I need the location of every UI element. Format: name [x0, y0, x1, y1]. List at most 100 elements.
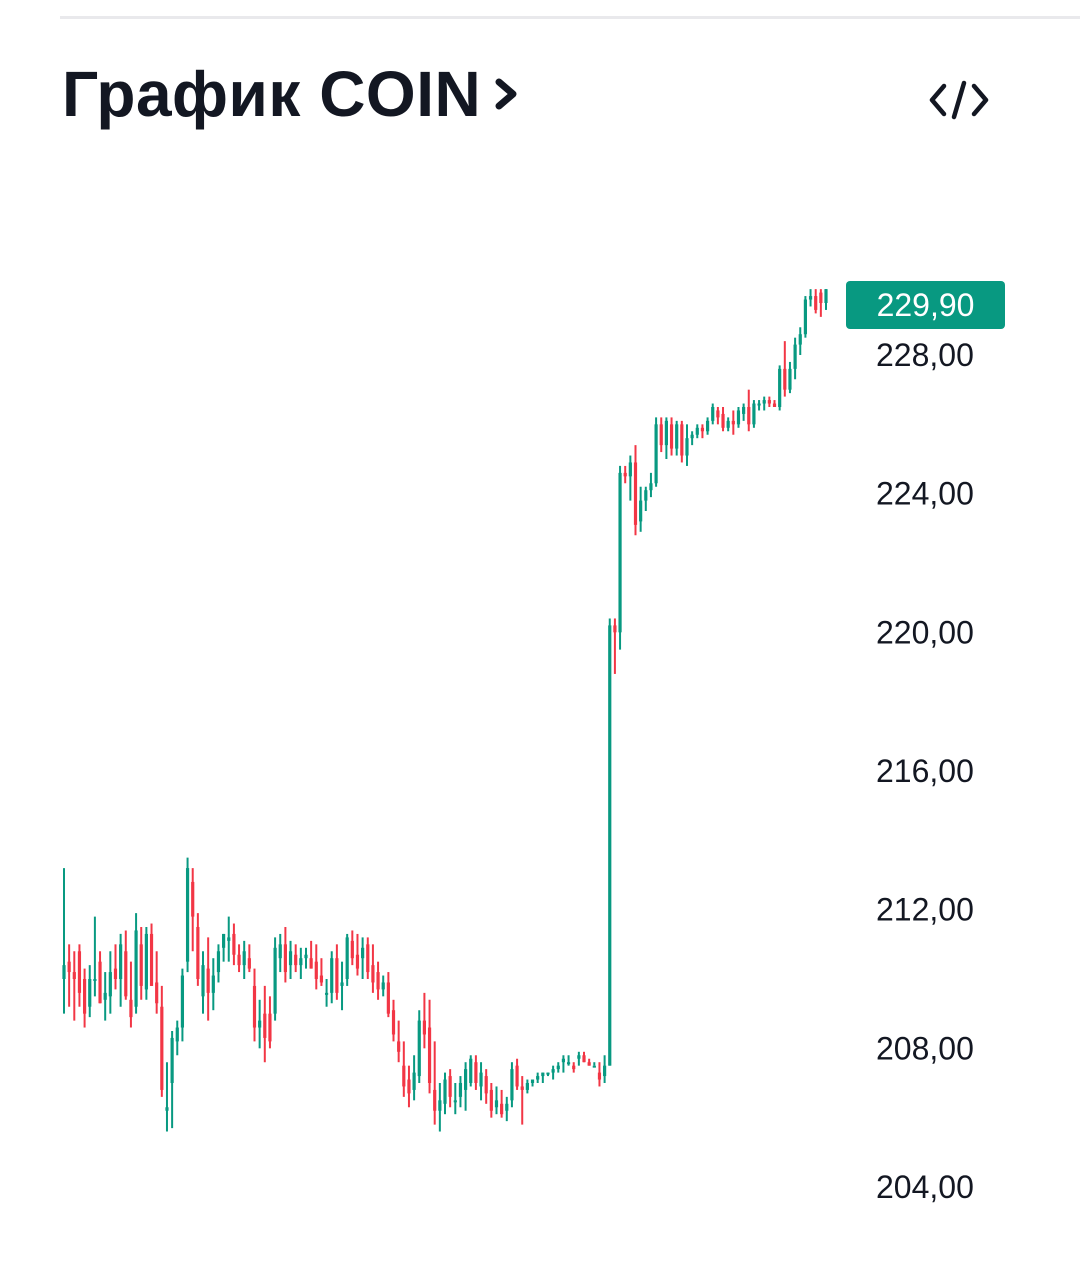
candle-body [196, 927, 200, 979]
candle-body [695, 427, 699, 435]
chart-title-link[interactable]: График COIN [62, 62, 521, 126]
y-tick-label: 220,00 [876, 614, 974, 650]
candle [525, 1079, 529, 1094]
candle-body [536, 1076, 540, 1080]
candle [808, 289, 813, 307]
candle [772, 400, 777, 407]
candle [144, 927, 148, 1000]
candle-body [82, 979, 87, 1014]
candle-body [72, 972, 76, 979]
candle-body [355, 954, 360, 969]
code-embed-icon[interactable] [926, 78, 992, 122]
candle-body [237, 954, 241, 966]
candle-body [288, 951, 293, 966]
candle [505, 1096, 509, 1122]
candle [582, 1051, 586, 1063]
candle [381, 975, 385, 997]
candle-body [422, 1020, 427, 1035]
candle-body [330, 958, 334, 993]
candle-body [474, 1062, 478, 1083]
y-tick-label: 224,00 [876, 476, 974, 512]
candle [412, 1055, 416, 1101]
candle [572, 1062, 576, 1073]
candle [263, 985, 267, 1063]
candle-body [149, 933, 154, 986]
candle-body [484, 1076, 488, 1094]
candle [376, 961, 380, 1000]
candle [752, 400, 756, 428]
candle [185, 857, 190, 973]
candle-body [623, 472, 627, 477]
y-tick-label: 216,00 [876, 753, 974, 789]
candle [309, 940, 313, 969]
candle [361, 937, 365, 979]
candle-body [803, 299, 808, 335]
candle [77, 944, 82, 1007]
candle [530, 1079, 535, 1087]
candle-body [494, 1100, 499, 1108]
candle-body [819, 292, 823, 303]
candle [577, 1051, 581, 1066]
candle [474, 1055, 478, 1090]
candle [700, 424, 705, 439]
candle-body [716, 410, 720, 418]
candle [211, 958, 215, 1011]
candle-body [530, 1079, 535, 1083]
candle [191, 868, 195, 952]
candle [695, 424, 699, 439]
candle [88, 965, 92, 1018]
candle-body [566, 1062, 571, 1065]
candle [119, 933, 123, 1007]
candle [216, 944, 221, 983]
candle-body [772, 403, 777, 407]
candle [551, 1065, 555, 1080]
candle [397, 1020, 401, 1063]
candle-body [427, 1027, 432, 1083]
candle [664, 417, 668, 459]
candle-body [155, 982, 159, 1004]
candle-body [500, 1103, 504, 1115]
candle-body [675, 424, 679, 449]
candle [721, 407, 725, 432]
candle [628, 455, 632, 501]
candle [463, 1062, 468, 1111]
candle [324, 979, 329, 1007]
candle [587, 1058, 591, 1066]
candle-body [458, 1083, 463, 1097]
candle-body [103, 992, 107, 1000]
candle-body [705, 420, 710, 432]
candle-body [824, 289, 828, 303]
candle-body [376, 972, 380, 990]
candle [623, 465, 627, 484]
candle [273, 937, 277, 1021]
candle [129, 961, 133, 1028]
candle [654, 417, 658, 487]
candle-body [778, 368, 782, 407]
candle [422, 992, 427, 1049]
candle [541, 1072, 545, 1083]
candle [644, 486, 648, 511]
candle-body [597, 1072, 602, 1080]
candle [139, 927, 143, 1000]
candle-body [113, 968, 118, 979]
candle [247, 944, 251, 973]
candle [690, 431, 694, 446]
candle-body [283, 944, 287, 973]
candle-body [134, 930, 138, 1007]
candle-body [165, 1107, 169, 1111]
candle [196, 913, 200, 986]
candle [659, 417, 663, 453]
candle-body [232, 933, 236, 955]
candle-body [216, 951, 221, 973]
candle-body [252, 985, 257, 1028]
candle-body [294, 954, 298, 966]
candle [675, 420, 679, 456]
candle-body [608, 625, 612, 1066]
candle [278, 933, 282, 973]
candle [124, 930, 128, 1000]
candle-body [335, 958, 339, 993]
candle-body [278, 944, 282, 959]
candle [170, 1031, 174, 1129]
candle [469, 1055, 473, 1087]
